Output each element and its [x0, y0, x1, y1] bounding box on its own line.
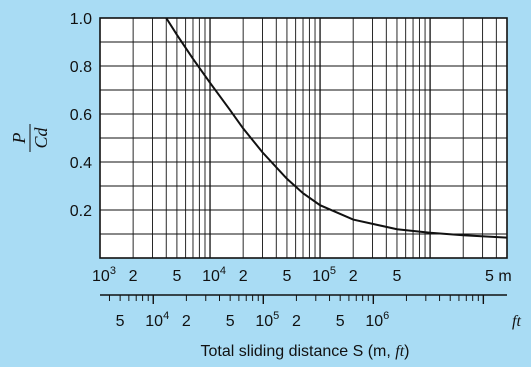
x-axis-title-suffix: )	[404, 343, 409, 360]
y-tick-label: 0.6	[70, 107, 92, 124]
ft-axis-label: 5	[116, 313, 125, 330]
ft-axis-label: 106	[365, 310, 389, 330]
m-axis-label: 103	[92, 265, 116, 285]
y-tick-labels: 1.0 0.8 0.6 0.4 0.2	[70, 11, 92, 220]
ft-axis-label: 2	[292, 313, 301, 330]
m-axis-label: 2	[349, 268, 358, 285]
y-axis-label-numerator: P	[9, 133, 29, 145]
ft-axis-labels: 5 104 2 5 105 2 5 106	[116, 310, 390, 330]
m-unit-label: 5 m	[485, 268, 512, 285]
ft-axis-label: 104	[145, 310, 169, 330]
y-tick-label: 1.0	[70, 11, 92, 28]
ft-axis-label: 105	[255, 310, 279, 330]
m-axis-label: 2	[129, 268, 138, 285]
ft-unit-label: ft	[512, 313, 521, 330]
data-curve	[165, 17, 508, 239]
grid	[100, 18, 507, 258]
m-axis-label: 5	[282, 268, 291, 285]
m-axis-label: 105	[312, 265, 336, 285]
y-axis-label-denominator: Cd	[31, 127, 51, 149]
y-tick-label: 0.2	[70, 203, 92, 220]
y-tick-label: 0.8	[70, 59, 92, 76]
ft-axis-label: 5	[336, 313, 345, 330]
ft-axis-label: 2	[182, 313, 191, 330]
ft-axis-ticks	[108, 295, 485, 304]
y-tick-label: 0.4	[70, 155, 92, 172]
m-axis-label: 104	[202, 265, 226, 285]
m-axis-labels: 103 2 5 104 2 5 105 2 5	[92, 265, 401, 285]
m-axis-label: 5	[172, 268, 181, 285]
x-axis-title-prefix: Total sliding distance S (m,	[201, 343, 396, 360]
x-axis-title: Total sliding distance S (m, ft)	[201, 343, 410, 360]
y-axis-label: P Cd	[9, 124, 51, 152]
x-axis-title-ft: ft	[395, 343, 404, 360]
ft-axis-label: 5	[226, 313, 235, 330]
m-axis-label: 2	[239, 268, 248, 285]
plot-frame	[99, 17, 508, 259]
m-axis-label: 5	[393, 268, 402, 285]
